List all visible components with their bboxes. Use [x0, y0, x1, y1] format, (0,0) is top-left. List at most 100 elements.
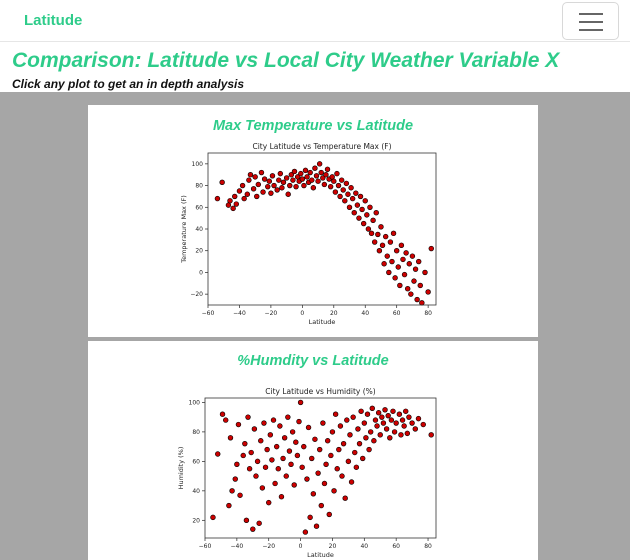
- scatter-point: [349, 195, 356, 202]
- humidity-scatter-plot[interactable]: City Latitude vs Humidity (%) −60 −40 −20 0 2…: [88, 371, 538, 560]
- scatter-point: [269, 173, 276, 179]
- scatter-point: [232, 476, 238, 482]
- scatter-point: [370, 217, 376, 224]
- x-tick-label: −40: [233, 310, 246, 317]
- scatter-point: [329, 429, 336, 435]
- scatter-point: [293, 439, 299, 445]
- scatter-point: [382, 407, 388, 413]
- scatter-point: [387, 435, 393, 441]
- navbar-toggler-button[interactable]: [562, 2, 619, 40]
- scatter-point: [259, 485, 266, 491]
- y-tick-label: 100: [192, 161, 204, 168]
- scatter-point: [236, 188, 243, 194]
- scatter-point: [353, 190, 359, 196]
- y-tick-label: 60: [192, 458, 200, 465]
- scatter-point: [391, 429, 398, 435]
- scatter-point: [356, 440, 363, 447]
- y-tick-label: 40: [192, 488, 200, 495]
- y-tick-label: 80: [192, 429, 200, 436]
- scatter-point: [361, 420, 368, 426]
- scatter-point: [386, 269, 392, 276]
- scatter-point: [420, 421, 426, 428]
- scatter-point: [258, 438, 264, 444]
- scatter-point: [401, 271, 408, 278]
- page-subtitle: Click any plot to get an in depth analys…: [12, 77, 245, 91]
- scatter-point: [275, 466, 281, 472]
- x-tick-label: 0: [299, 543, 303, 550]
- temperature-scatter-plot[interactable]: City Latitude vs Temperature Max (F) −60 −…: [88, 139, 538, 337]
- scatter-point: [428, 432, 434, 438]
- scatter-point: [281, 435, 288, 441]
- scatter-point: [290, 177, 296, 183]
- x-axis-label: Latitude: [309, 318, 336, 326]
- x-tick-label: 0: [300, 310, 304, 317]
- x-axis-label: Latitude: [307, 551, 334, 559]
- scatter-point: [350, 414, 356, 420]
- scatter-point: [226, 502, 232, 509]
- plot-card-temperature[interactable]: Max Temperature vs Latitude City Latitud…: [88, 105, 538, 337]
- y-axis-label: Temperature Max (F): [180, 195, 188, 264]
- scatter-point: [239, 182, 246, 189]
- scatter-point: [400, 256, 406, 263]
- scatter-point: [304, 174, 310, 180]
- scatter-point: [324, 438, 331, 444]
- scatter-point: [365, 226, 372, 232]
- scatter-point: [362, 198, 368, 204]
- scatter-point: [336, 446, 342, 453]
- scatter-point: [371, 438, 377, 444]
- scatter-point: [289, 429, 296, 435]
- scatter-point: [237, 492, 243, 498]
- scatter-point: [337, 423, 344, 429]
- scatter-point: [373, 210, 379, 216]
- plot-card-humidity[interactable]: %Humdity vs Latitude City Latitude vs Hu…: [88, 341, 538, 560]
- scatter-point: [291, 168, 298, 175]
- scatter-point: [260, 189, 266, 195]
- scatter-point: [313, 523, 320, 529]
- scatter-point: [223, 417, 229, 423]
- x-tick-label: 60: [392, 543, 400, 550]
- page-title: Comparison: Latitude vs Local City Weath…: [12, 49, 560, 72]
- x-tick-label: 80: [424, 310, 432, 317]
- x-tick-label: 60: [393, 310, 401, 317]
- scatter-point: [352, 449, 358, 456]
- hamburger-icon-bar: [579, 13, 603, 15]
- scatter-point: [318, 502, 324, 509]
- scatter-point: [403, 250, 409, 256]
- scatter-point: [360, 455, 366, 462]
- scatter-point: [371, 239, 378, 245]
- scatter-point: [348, 479, 355, 485]
- scatter-point: [327, 183, 334, 190]
- scatter-point: [288, 172, 295, 178]
- scatter-point: [323, 172, 329, 178]
- scatter-point: [299, 176, 306, 182]
- scatter-point: [272, 480, 278, 487]
- scatter-point: [266, 178, 273, 184]
- scatter-point: [379, 242, 386, 248]
- navbar-brand-link[interactable]: Latitude: [24, 12, 83, 29]
- scatter-point: [227, 198, 233, 204]
- scatter-point: [363, 435, 369, 441]
- scatter-point: [351, 210, 357, 216]
- scatter-point: [219, 411, 226, 417]
- scatter-point: [280, 179, 287, 186]
- scatter-point: [248, 449, 254, 456]
- scatter-point: [296, 418, 302, 425]
- scatter-point: [383, 426, 390, 432]
- scatter-point: [312, 165, 318, 171]
- scatter-point: [347, 432, 353, 438]
- scatter-point: [393, 248, 400, 254]
- scatter-point: [285, 414, 291, 420]
- scatter-point: [261, 176, 268, 182]
- scatter-point: [254, 193, 260, 200]
- chart-title: City Latitude vs Temperature Max (F): [252, 142, 391, 151]
- scatter-point: [412, 266, 419, 272]
- scatter-point: [315, 178, 321, 184]
- plot-frame: [204, 397, 437, 539]
- scatter-point: [253, 473, 259, 479]
- scatter-point: [376, 248, 383, 254]
- scatter-point: [261, 420, 267, 426]
- scatter-point: [270, 417, 277, 423]
- scatter-point: [232, 193, 238, 200]
- scatter-point: [384, 253, 390, 259]
- scatter-point: [395, 264, 401, 270]
